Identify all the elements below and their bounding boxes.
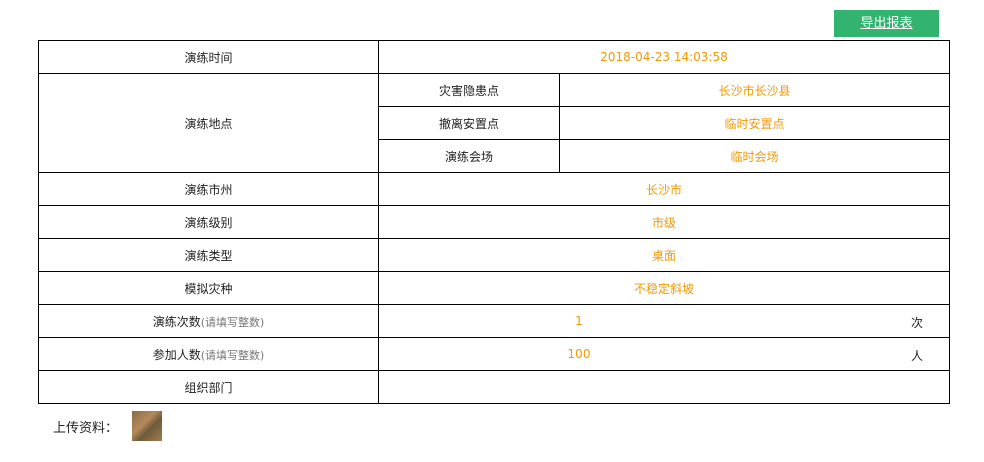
people-cell: 100 人 [378,337,950,371]
value: 不稳定斜坡 [378,271,950,305]
row-level: 演练级别 市级 [38,205,950,239]
row-location: 演练地点 灾害隐患点 长沙市长沙县 [38,73,950,173]
sub-label: 灾害隐患点 [378,73,560,107]
value: 长沙市长沙县 [559,73,950,107]
label: 演练地点 [38,73,379,173]
label: 演练次数(请填写整数) [38,304,379,338]
value: 长沙市 [378,172,950,206]
upload-label: 上传资料： [53,421,119,436]
value: 临时会场 [559,139,950,173]
row-time: 演练时间 2018-04-23 14:03:58 [38,40,950,74]
value: 临时安置点 [559,106,950,140]
value: 市级 [378,205,950,239]
hint: (请填写整数) [200,315,265,329]
drill-info-table: 演练时间 2018-04-23 14:03:58 演练地点 灾害隐患点 长沙市长… [38,40,950,404]
sub-label: 撤离安置点 [378,106,560,140]
label: 组织部门 [38,370,379,404]
label-text: 参加人数 [152,347,201,362]
sub-label: 演练会场 [378,139,560,173]
row-people: 参加人数(请填写整数) 100 人 [38,337,950,371]
unit: 次 [911,316,924,330]
row-disaster: 模拟灾种 不稳定斜坡 [38,271,950,305]
label: 模拟灾种 [38,271,379,305]
row-org: 组织部门 [38,370,950,404]
label: 演练级别 [38,205,379,239]
count-value[interactable]: 1 [575,314,583,328]
people-value[interactable]: 100 [567,347,591,361]
label: 演练市州 [38,172,379,206]
row-type: 演练类型 桌面 [38,238,950,272]
uploaded-image-thumbnail[interactable] [132,411,162,441]
row-location-3: 演练会场 临时会场 [39,139,950,173]
row-city: 演练市州 长沙市 [38,172,950,206]
label: 演练时间 [38,40,379,74]
value: 2018-04-23 14:03:58 [378,40,950,74]
value: 桌面 [378,238,950,272]
unit: 人 [911,349,924,363]
label: 参加人数(请填写整数) [38,337,379,371]
hint: (请填写整数) [200,348,265,362]
label: 演练类型 [38,238,379,272]
row-location-2: 撤离安置点 临时安置点 [39,106,950,140]
label-text: 演练次数 [152,314,201,329]
export-report-button[interactable]: 导出报表 [834,10,939,37]
value [378,370,950,404]
